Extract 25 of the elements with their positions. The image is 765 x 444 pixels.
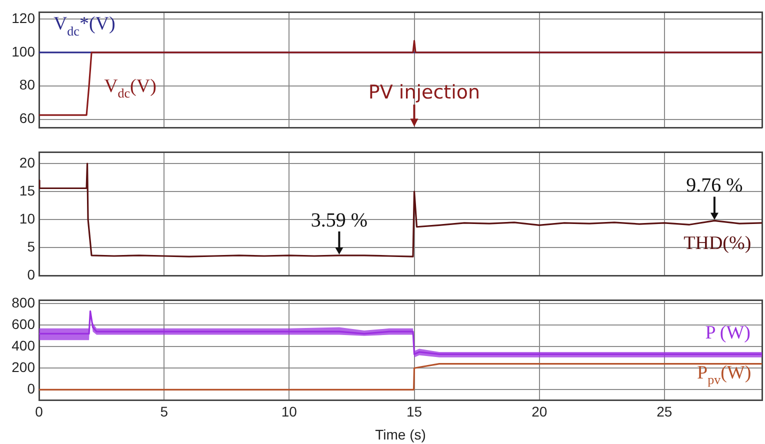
y-tick-label: 0 — [27, 380, 36, 397]
x-tick-label: 10 — [281, 404, 298, 420]
annotation: 3.59 % — [310, 209, 368, 232]
x-tick-label: 15 — [406, 404, 422, 420]
y-tick-label: 10 — [19, 210, 36, 226]
y-tick-label: 200 — [12, 359, 36, 375]
annotation: 9.76 % — [686, 174, 743, 197]
annotation: PV injection — [368, 82, 480, 104]
y-tick-label: 20 — [19, 154, 36, 170]
x-tick-label: 20 — [532, 404, 548, 420]
y-tick-label: 0 — [27, 266, 36, 282]
y-tick-label: 800 — [12, 294, 36, 310]
y-tick-label: 600 — [12, 316, 36, 332]
x-tick-label: 25 — [656, 404, 672, 420]
y-tick-label: 80 — [19, 76, 36, 93]
y-tick-label: 120 — [12, 10, 36, 26]
x-tick-label: 5 — [160, 404, 168, 420]
y-tick-label: 400 — [12, 337, 36, 354]
y-tick-label: 15 — [19, 182, 36, 198]
y-tick-label: 100 — [12, 43, 36, 60]
x-axis-title: Time (s) — [375, 426, 426, 442]
y-tick-label: 60 — [19, 110, 36, 126]
y-tick-label: 5 — [27, 238, 36, 254]
series-label: P (W) — [705, 322, 750, 344]
series-label: THD(%) — [684, 233, 752, 254]
